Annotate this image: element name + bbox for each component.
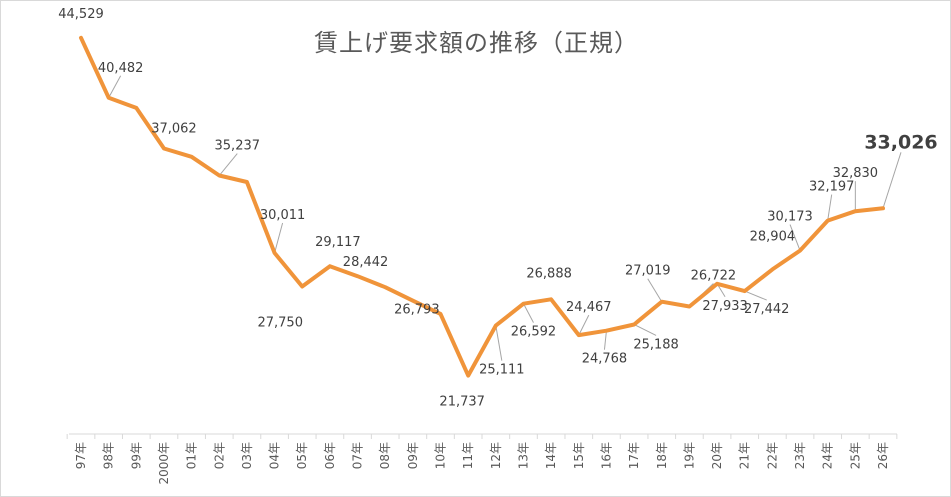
x-axis bbox=[66, 433, 898, 439]
x-tick-label: 15年 bbox=[572, 442, 586, 469]
leader-line bbox=[882, 152, 902, 209]
leader-line bbox=[789, 224, 801, 251]
data-label: 24,467 bbox=[566, 300, 612, 315]
leader-line bbox=[578, 314, 590, 336]
data-label: 26,888 bbox=[526, 266, 572, 281]
data-label: 27,750 bbox=[257, 315, 303, 330]
x-tick-labels: 97年 98年 99年 2000年 01年 02年 03年 04年 05年 06年 07年 08年 09… bbox=[74, 442, 890, 485]
x-tick-label: 18年 bbox=[655, 442, 669, 469]
data-label: 21,737 bbox=[439, 395, 485, 410]
x-tick-label: 98年 bbox=[102, 442, 116, 469]
leader-line bbox=[495, 325, 503, 361]
x-tick-label: 25年 bbox=[848, 442, 862, 469]
x-tick-label: 20年 bbox=[710, 442, 724, 469]
leader-line bbox=[603, 330, 607, 350]
leader-line bbox=[744, 290, 767, 301]
leader-line bbox=[633, 324, 657, 336]
data-label: 29,117 bbox=[315, 235, 361, 250]
x-tick-label: 02年 bbox=[212, 442, 226, 469]
data-label: 40,482 bbox=[98, 61, 144, 76]
x-tick-label: 17年 bbox=[627, 442, 641, 469]
x-tick-label: 21年 bbox=[738, 442, 752, 469]
x-tick-label: 12年 bbox=[489, 442, 503, 469]
x-tick-label: 07年 bbox=[351, 442, 365, 469]
x-tick-label: 97年 bbox=[74, 442, 88, 469]
data-label: 32,830 bbox=[833, 166, 879, 181]
x-tick-label: 99年 bbox=[129, 442, 143, 469]
x-tick-label: 09年 bbox=[406, 442, 420, 469]
x-tick-label: 13年 bbox=[516, 442, 530, 469]
data-label: 26,592 bbox=[511, 325, 557, 340]
x-tick-label: 01年 bbox=[185, 442, 199, 469]
x-tick-label: 22年 bbox=[765, 442, 779, 469]
leader-line bbox=[523, 303, 534, 323]
chart-title: 賃上げ要求額の推移（正規） bbox=[314, 29, 639, 57]
leader-lines bbox=[108, 75, 902, 361]
data-label: 26,793 bbox=[394, 303, 440, 318]
x-tick-label: 04年 bbox=[268, 442, 282, 469]
x-tick-label: 03年 bbox=[240, 442, 254, 469]
data-label: 25,188 bbox=[633, 337, 679, 352]
x-tick-label: 11年 bbox=[461, 442, 475, 469]
data-label: 37,062 bbox=[151, 121, 197, 136]
leader-line bbox=[108, 75, 122, 99]
data-label: 32,197 bbox=[809, 180, 855, 195]
x-tick-label: 2000年 bbox=[157, 442, 171, 485]
data-label: 28,442 bbox=[343, 255, 389, 270]
x-tick-label: 23年 bbox=[793, 442, 807, 469]
x-tick-label: 06年 bbox=[323, 442, 337, 469]
data-label: 30,011 bbox=[260, 208, 306, 223]
x-tick-label: 24年 bbox=[821, 442, 835, 469]
series-line bbox=[79, 35, 885, 378]
leader-line bbox=[274, 222, 284, 254]
data-labels: 44,529 40,482 37,062 35,237 30,011 27,750 29,1… bbox=[58, 7, 937, 410]
x-tick-label: 10年 bbox=[434, 442, 448, 469]
x-tick-label: 05年 bbox=[295, 442, 309, 469]
data-label: 24,768 bbox=[582, 352, 628, 367]
x-tick-label: 14年 bbox=[544, 442, 558, 469]
leader-line bbox=[218, 153, 238, 176]
data-label: 35,237 bbox=[215, 139, 261, 154]
x-tick-label: 08年 bbox=[378, 442, 392, 469]
data-label: 25,111 bbox=[479, 363, 525, 378]
data-label: 28,904 bbox=[750, 229, 796, 244]
data-label: 27,442 bbox=[744, 302, 790, 317]
data-label: 33,026 bbox=[864, 131, 937, 153]
data-label: 27,933 bbox=[702, 299, 748, 314]
data-label: 26,722 bbox=[691, 269, 737, 284]
x-tick-label: 26年 bbox=[876, 442, 890, 469]
x-tick-label: 16年 bbox=[599, 442, 613, 469]
leader-line bbox=[827, 194, 833, 221]
x-tick-label: 19年 bbox=[682, 442, 696, 469]
data-label: 30,173 bbox=[767, 210, 813, 225]
data-label: 44,529 bbox=[58, 7, 104, 22]
series-line-path bbox=[79, 35, 885, 378]
leader-line bbox=[647, 278, 663, 302]
data-label: 27,019 bbox=[625, 264, 671, 279]
